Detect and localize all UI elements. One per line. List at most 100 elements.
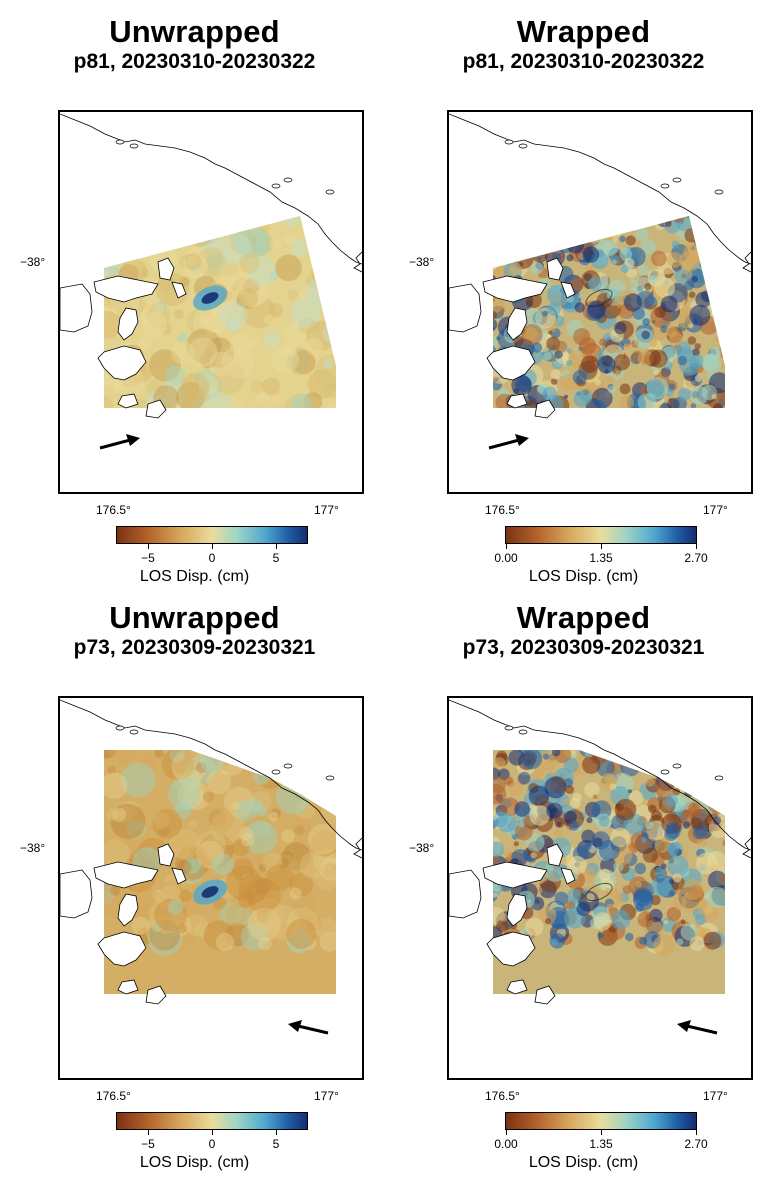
interferogram-map: [449, 699, 751, 1035]
colorbar-tick-label: 0: [208, 551, 216, 565]
longitude-tick-label-1: 176.5°: [96, 503, 131, 517]
longitude-tick-label-1: 176.5°: [96, 1089, 131, 1103]
satellite-heading-arrow: [99, 434, 140, 450]
longitude-tick-label-2: 177°: [703, 503, 728, 517]
lake-outline: [117, 393, 139, 409]
island-outline: [714, 775, 724, 781]
colorbar-tick-mark: [212, 1130, 213, 1135]
colorbar-tick-mark: [601, 544, 602, 549]
colorbar: [116, 1112, 308, 1130]
panel-subtitle: p81, 20230310-20230322: [462, 50, 705, 73]
colorbar-tick-label: 1.35: [589, 1137, 613, 1151]
colorbar-tick-mark: [276, 544, 277, 549]
lake-outline: [145, 399, 167, 419]
lake-outline: [60, 283, 93, 333]
panel-p73-unwrapped: Unwrapped p73, 20230309-20230321 −38° 17…: [0, 586, 389, 1186]
colorbar: [505, 526, 697, 544]
coastline: [60, 113, 362, 265]
panel-p81-wrapped: Wrapped p81, 20230310-20230322 −38° 176.…: [389, 0, 778, 600]
map-frame[interactable]: [447, 696, 753, 1080]
displacement-field: [493, 216, 725, 408]
interferogram-map: [60, 113, 362, 450]
displacement-field: [104, 216, 336, 408]
peninsula-outline: [353, 837, 362, 859]
satellite-heading-arrow: [677, 1020, 718, 1035]
island-outline: [714, 189, 724, 195]
colorbar-label: LOS Disp. (cm): [528, 568, 639, 585]
lake-outline: [506, 979, 528, 995]
lake-outline: [157, 843, 175, 867]
panel-subtitle: p81, 20230310-20230322: [73, 50, 316, 73]
lake-outline: [449, 283, 482, 333]
lake-outline: [60, 869, 93, 919]
lake-outline: [482, 275, 548, 303]
displacement-field: [493, 750, 725, 994]
island-outline: [283, 177, 293, 183]
lake-outline: [171, 281, 187, 299]
lake-outline: [93, 861, 159, 889]
colorbar-tick-label: 0: [208, 1137, 216, 1151]
colorbar-tick-mark: [601, 1130, 602, 1135]
interferogram-map: [449, 113, 751, 450]
lake-outline: [506, 893, 528, 927]
colorbar-tick-label: 2.70: [684, 551, 708, 565]
lake-outline: [560, 281, 576, 299]
island-outline: [129, 143, 139, 149]
colorbar-tick-label: 2.70: [684, 1137, 708, 1151]
coastline: [449, 699, 751, 851]
lake-outline: [534, 985, 556, 1005]
colorbar-tick-mark: [148, 1130, 149, 1135]
colorbar-tick-label: 5: [272, 1137, 280, 1151]
island-outline: [271, 769, 281, 775]
satellite-heading-arrow: [288, 1020, 329, 1035]
lake-outline: [117, 893, 139, 927]
island-outline: [271, 183, 281, 189]
lake-outline: [157, 257, 175, 281]
island-outline: [672, 177, 682, 183]
colorbar-tick-mark: [212, 544, 213, 549]
panel-subtitle: p73, 20230309-20230321: [462, 636, 705, 659]
panel-title: Wrapped: [516, 600, 651, 635]
colorbar-tick-label: 0.00: [494, 1137, 518, 1151]
colorbar: [116, 526, 308, 544]
longitude-tick-label-1: 176.5°: [485, 1089, 520, 1103]
colorbar-label: LOS Disp. (cm): [139, 568, 250, 585]
map-frame[interactable]: [447, 110, 753, 494]
lake-outline: [449, 869, 482, 919]
lake-outline: [171, 867, 187, 885]
satellite-heading-arrow: [488, 434, 529, 450]
longitude-tick-label-1: 176.5°: [485, 503, 520, 517]
colorbar-label: LOS Disp. (cm): [528, 1154, 639, 1171]
interferogram-map: [60, 699, 362, 1035]
colorbar-tick-label: 5: [272, 551, 280, 565]
island-outline: [672, 763, 682, 769]
map-frame[interactable]: [58, 696, 364, 1080]
colorbar-tick-mark: [276, 1130, 277, 1135]
colorbar-tick-mark: [148, 544, 149, 549]
map-frame[interactable]: [58, 110, 364, 494]
lake-outline: [482, 861, 548, 889]
displacement-field: [104, 750, 336, 994]
peninsula-outline: [353, 251, 362, 273]
colorbar-tick-mark: [506, 1130, 507, 1135]
latitude-tick-label: −38°: [409, 841, 435, 855]
island-outline: [504, 139, 514, 145]
lake-outline: [534, 399, 556, 419]
latitude-tick-label: −38°: [20, 255, 46, 269]
colorbar-tick-label: −5: [141, 1137, 155, 1151]
lake-outline: [93, 275, 159, 303]
colorbar-tick-label: 0.00: [494, 551, 518, 565]
lake-outline: [546, 843, 564, 867]
island-outline: [518, 729, 528, 735]
island-outline: [325, 189, 335, 195]
lake-outline: [117, 979, 139, 995]
island-outline: [518, 143, 528, 149]
colorbar-label: LOS Disp. (cm): [139, 1154, 250, 1171]
lake-outline: [506, 307, 528, 341]
island-outline: [660, 183, 670, 189]
island-outline: [129, 729, 139, 735]
panel-title: Unwrapped: [109, 14, 280, 49]
coastline: [449, 113, 751, 265]
colorbar-tick-mark: [506, 544, 507, 549]
coastline: [60, 699, 362, 851]
